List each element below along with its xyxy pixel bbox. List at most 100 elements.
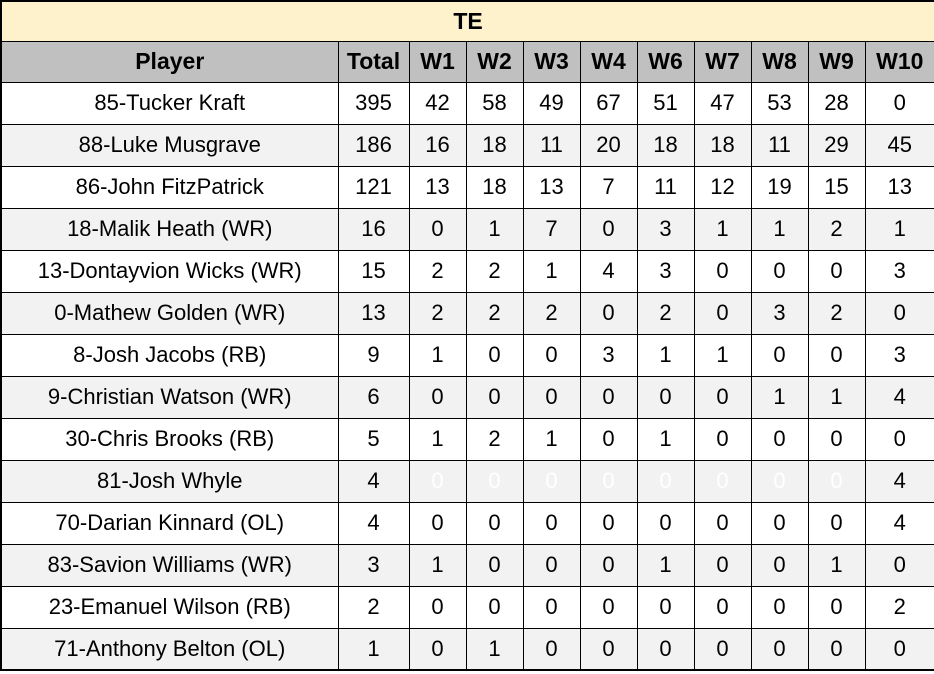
week-cell-w1[interactable]: 0 [408,627,467,671]
week-cell-w6[interactable]: 3 [636,249,695,293]
week-cell-w1[interactable]: 2 [408,249,467,293]
week-cell-w6[interactable]: 0 [636,459,695,503]
week-cell-w8[interactable]: 0 [750,333,809,377]
week-cell-w9[interactable]: 0 [807,249,866,293]
total-cell[interactable]: 1 [337,627,410,671]
week-cell-w3[interactable]: 1 [522,249,581,293]
week-cell-w2[interactable]: 0 [465,375,524,419]
week-cell-w8[interactable]: 0 [750,249,809,293]
week-cell-w10[interactable]: 0 [864,291,934,335]
week-cell-w4[interactable]: 0 [579,585,638,629]
week-cell-w3[interactable]: 0 [522,459,581,503]
week-cell-w1[interactable]: 0 [408,459,467,503]
week-cell-w9[interactable]: 0 [807,627,866,671]
week-cell-w3[interactable]: 0 [522,375,581,419]
total-cell[interactable]: 5 [337,417,410,461]
week-cell-w1[interactable]: 0 [408,207,467,251]
total-cell[interactable]: 13 [337,291,410,335]
column-header-player[interactable]: Player [0,40,339,83]
total-cell[interactable]: 186 [337,123,410,167]
column-header-w4[interactable]: W4 [579,40,638,83]
player-cell[interactable]: 86-John FitzPatrick [0,165,339,209]
week-cell-w7[interactable]: 0 [693,291,752,335]
week-cell-w6[interactable]: 0 [636,585,695,629]
week-cell-w6[interactable]: 11 [636,165,695,209]
week-cell-w6[interactable]: 1 [636,543,695,587]
week-cell-w3[interactable]: 0 [522,585,581,629]
total-cell[interactable]: 15 [337,249,410,293]
week-cell-w10[interactable]: 4 [864,375,934,419]
total-cell[interactable]: 395 [337,81,410,125]
week-cell-w10[interactable]: 2 [864,585,934,629]
week-cell-w4[interactable]: 0 [579,417,638,461]
total-cell[interactable]: 16 [337,207,410,251]
total-cell[interactable]: 6 [337,375,410,419]
week-cell-w2[interactable]: 0 [465,333,524,377]
week-cell-w8[interactable]: 19 [750,165,809,209]
column-header-w2[interactable]: W2 [465,40,524,83]
week-cell-w2[interactable]: 2 [465,417,524,461]
week-cell-w2[interactable]: 18 [465,123,524,167]
week-cell-w2[interactable]: 1 [465,207,524,251]
week-cell-w3[interactable]: 0 [522,333,581,377]
week-cell-w8[interactable]: 0 [750,501,809,545]
week-cell-w4[interactable]: 3 [579,333,638,377]
total-cell[interactable]: 4 [337,459,410,503]
week-cell-w1[interactable]: 16 [408,123,467,167]
week-cell-w1[interactable]: 1 [408,333,467,377]
week-cell-w4[interactable]: 67 [579,81,638,125]
week-cell-w9[interactable]: 1 [807,375,866,419]
week-cell-w9[interactable]: 2 [807,291,866,335]
column-header-w3[interactable]: W3 [522,40,581,83]
week-cell-w6[interactable]: 2 [636,291,695,335]
week-cell-w1[interactable]: 2 [408,291,467,335]
week-cell-w9[interactable]: 0 [807,333,866,377]
total-cell[interactable]: 3 [337,543,410,587]
week-cell-w10[interactable]: 3 [864,249,934,293]
total-cell[interactable]: 9 [337,333,410,377]
week-cell-w8[interactable]: 0 [750,459,809,503]
player-cell[interactable]: 18-Malik Heath (WR) [0,207,339,251]
week-cell-w8[interactable]: 11 [750,123,809,167]
player-cell[interactable]: 83-Savion Williams (WR) [0,543,339,587]
column-header-w10[interactable]: W10 [864,40,934,83]
week-cell-w2[interactable]: 2 [465,291,524,335]
week-cell-w8[interactable]: 0 [750,585,809,629]
week-cell-w10[interactable]: 0 [864,543,934,587]
week-cell-w7[interactable]: 12 [693,165,752,209]
week-cell-w3[interactable]: 1 [522,417,581,461]
player-cell[interactable]: 9-Christian Watson (WR) [0,375,339,419]
column-header-w1[interactable]: W1 [408,40,467,83]
week-cell-w2[interactable]: 0 [465,543,524,587]
week-cell-w8[interactable]: 0 [750,417,809,461]
week-cell-w1[interactable]: 0 [408,585,467,629]
week-cell-w2[interactable]: 2 [465,249,524,293]
player-cell[interactable]: 8-Josh Jacobs (RB) [0,333,339,377]
week-cell-w9[interactable]: 15 [807,165,866,209]
week-cell-w2[interactable]: 18 [465,165,524,209]
week-cell-w7[interactable]: 47 [693,81,752,125]
week-cell-w4[interactable]: 0 [579,543,638,587]
week-cell-w9[interactable]: 29 [807,123,866,167]
column-header-w8[interactable]: W8 [750,40,809,83]
week-cell-w6[interactable]: 0 [636,375,695,419]
week-cell-w10[interactable]: 0 [864,417,934,461]
week-cell-w8[interactable]: 0 [750,627,809,671]
week-cell-w7[interactable]: 0 [693,459,752,503]
week-cell-w7[interactable]: 0 [693,543,752,587]
week-cell-w9[interactable]: 0 [807,417,866,461]
week-cell-w3[interactable]: 49 [522,81,581,125]
week-cell-w1[interactable]: 13 [408,165,467,209]
week-cell-w3[interactable]: 2 [522,291,581,335]
week-cell-w7[interactable]: 18 [693,123,752,167]
week-cell-w6[interactable]: 51 [636,81,695,125]
week-cell-w7[interactable]: 0 [693,249,752,293]
column-header-w6[interactable]: W6 [636,40,695,83]
week-cell-w7[interactable]: 0 [693,627,752,671]
week-cell-w2[interactable]: 0 [465,459,524,503]
player-cell[interactable]: 30-Chris Brooks (RB) [0,417,339,461]
player-cell[interactable]: 81-Josh Whyle [0,459,339,503]
week-cell-w9[interactable]: 28 [807,81,866,125]
week-cell-w7[interactable]: 0 [693,501,752,545]
week-cell-w4[interactable]: 0 [579,627,638,671]
